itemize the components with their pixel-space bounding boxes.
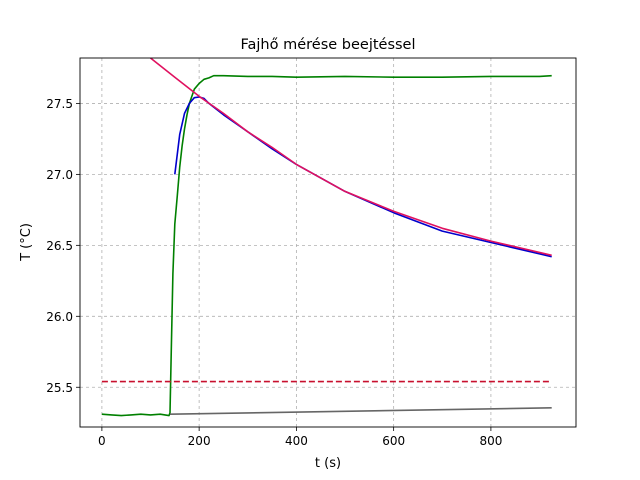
y-axis-label: T (°C) [19,223,34,262]
series-layer [101,58,552,417]
x-tick-label: 400 [285,434,308,448]
y-tick-label: 27.5 [46,97,73,111]
y-tick-label: 25.5 [46,381,73,395]
x-tick-label: 800 [479,434,502,448]
y-tick-label: 26.5 [46,239,73,253]
x-axis-label: t (s) [315,456,341,471]
x-tick-label: 600 [382,434,405,448]
x-tick-label: 0 [98,434,106,448]
series-line-fit-segment [174,96,552,258]
series-line-cooling-fit [150,58,552,257]
chart-title: Fajhő mérése beejtéssel [240,37,415,53]
series-line-baseline [169,407,552,415]
plot-frame [79,57,577,428]
grid-layer [80,58,576,427]
tick-layer: 0 200 400 600 800 25.5 26.0 26.5 27.0 27.5 [46,97,502,448]
x-tick-label: 200 [188,434,211,448]
y-tick-label: 26.0 [46,310,73,324]
series-line-measured [101,74,552,417]
y-tick-label: 27.0 [46,168,73,182]
